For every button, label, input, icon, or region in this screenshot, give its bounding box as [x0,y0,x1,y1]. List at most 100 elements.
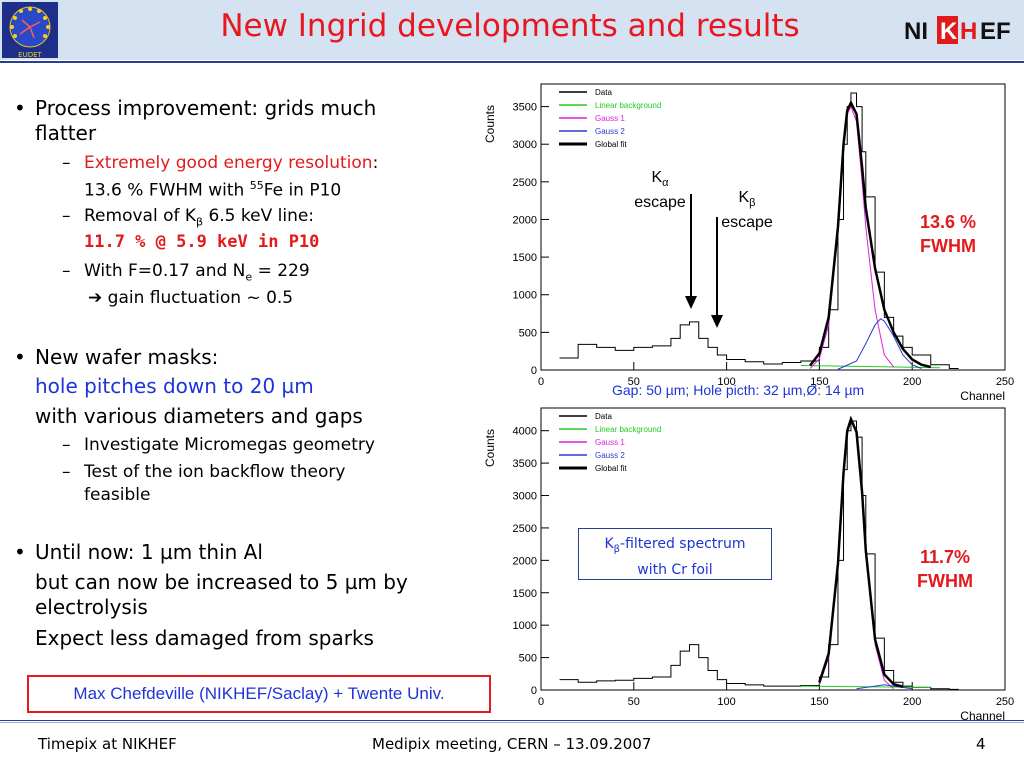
top-legend-label: Data [595,88,612,97]
footer-center: Medipix meeting, CERN – 13.09.2007 [372,735,652,753]
nikhef-logo-part-3: H [960,18,977,45]
ka-symbol: K [651,169,663,186]
top-result-unit: FWHM [920,236,976,256]
bullet-3-line-3: electrolysis [35,595,148,619]
bottom-legend-label: Global fit [595,464,627,473]
arrow-icon: ➔ [88,288,103,308]
nikhef-logo-part-2: K [940,18,958,45]
spectrum-chart-bottom: 0 50 100 150 200 2500500100015002000250030003… [483,407,1014,720]
top-y-tick-label: 3500 [513,102,537,114]
kb-filter-box: Kβ-filtered spectrum with Cr foil [578,528,772,580]
ka-escape-word: escape [634,194,686,212]
footer-rule-secondary [0,722,1024,723]
alpha-subscript: α [662,177,669,190]
fwhm-text: 13.6 % FWHM with [84,180,250,201]
bullet-dot: • [14,345,26,369]
kb-filter-text: -filtered spectrum [620,536,746,552]
footer-rule [0,720,1024,721]
top-legend-label: Gauss 2 [595,127,625,136]
top-series-data [559,92,959,369]
top-x-tick-label: 150 [810,376,828,388]
top-series-gauss-2 [837,318,922,370]
top-legend-label: Global fit [595,140,627,149]
fe-text: Fe in P10 [263,180,342,201]
bottom-x-tick-label: 50 [628,696,640,708]
top-x-tick-label: 0 [538,376,544,388]
header-band [0,0,1024,60]
bullet-3-line-4: Expect less damaged from sparks [35,626,374,650]
top-x-tick-label: 100 [717,376,735,388]
top-series-global-fit [809,99,932,369]
removal-text: Removal of K [84,206,197,226]
top-series-linear-background [800,364,941,369]
bullet-2-line-3: with various diameters and gaps [35,404,363,428]
bottom-y-tick-label: 4000 [513,426,537,438]
top-series-gauss-1 [809,105,895,369]
bottom-result-unit: FWHM [917,571,973,591]
bottom-y-axis-label: Counts [483,429,497,467]
bottom-result-value: 11.7% [919,547,971,567]
top-legend-label: Linear background [595,101,661,110]
sub-item-backflow-2: feasible [84,485,151,505]
resolution-colon: : [372,153,379,173]
top-result-value: 13.6 % [919,212,977,232]
bottom-y-tick-label: 500 [519,653,537,665]
top-y-tick-label: 500 [519,327,537,339]
bottom-legend-label: Data [595,412,612,421]
kb-filter-symbol: K [604,536,614,552]
bottom-legend-label: Gauss 2 [595,451,625,460]
top-y-tick-label: 1500 [513,252,537,264]
kb-escape-word: escape [721,214,773,232]
sub-item-backflow: Test of the ion backflow theory [84,462,346,482]
sub-item-red-result: 11.7 % @ 5.9 keV in P10 [84,232,320,252]
bottom-y-tick-label: 1000 [513,620,537,632]
kb-filter-line2: with Cr foil [637,561,713,578]
bottom-series-data [559,420,959,690]
top-y-axis-label: Counts [483,105,497,143]
sub-dash: – [62,153,71,173]
top-x-axis-label: Channel [960,389,1005,403]
sub-dash: – [62,206,71,226]
beta-subscript: β [196,215,204,229]
nikhef-logo: NI K H EF [900,8,1024,52]
ka-arrow-head [685,296,697,309]
sub-dash: – [62,462,71,482]
bottom-legend-label: Gauss 1 [595,438,625,447]
sub-item-gain: With F=0.17 and Ne = 229 [84,261,310,283]
kb-escape-label: Kβ escape [712,188,782,233]
kb-arrow-head [711,315,723,328]
bullet-1-line-2: flatter [35,121,97,145]
fe-superscript: 55 [249,179,264,192]
bottom-x-tick-label: 200 [903,696,921,708]
bullet-1-line-1: Process improvement: grids much [35,96,377,120]
sub-item-resolution: Extremely good energy resolution: [84,153,378,173]
gap-caption: Gap: 50 µm; Hole picth: 32 µm,Ø: 14 µm [612,382,865,398]
fluctuation-text: gain fluctuation ~ 0.5 [102,288,294,308]
resolution-highlight: Extremely good energy resolution [84,153,373,173]
nikhef-logo-part-4: EF [980,18,1011,45]
bottom-y-tick-label: 2000 [513,555,537,567]
top-x-tick-label: 50 [628,376,640,388]
top-y-tick-label: 0 [531,365,537,377]
kb-symbol: K [738,189,750,206]
bottom-plot-frame [540,407,1006,691]
top-y-tick-label: 2000 [513,214,537,226]
bullet-dot: • [14,96,26,120]
bottom-y-tick-label: 2500 [513,523,537,535]
sub-item-fluctuation: ➔ gain fluctuation ~ 0.5 [88,288,293,308]
bottom-series-gauss-1 [818,419,894,690]
eudet-logo: EUDET [0,0,60,60]
gain-text-2: = 229 [252,261,310,281]
bottom-series-global-fit [818,415,904,688]
slide-title: New Ingrid developments and results [220,8,800,44]
sub-item-removal: Removal of Kβ 6.5 keV line: [84,206,314,228]
bottom-y-tick-label: 3500 [513,458,537,470]
removal-text-2: 6.5 keV line: [203,206,315,226]
bottom-x-tick-label: 0 [538,696,544,708]
bottom-legend-label: Linear background [595,425,661,434]
bottom-y-tick-label: 1500 [513,588,537,600]
bullet-3-line-2: but can now be increased to 5 µm by [35,570,408,594]
top-y-tick-label: 3000 [513,139,537,151]
gain-text: With F=0.17 and N [84,261,246,281]
bullet-dot: • [14,540,26,564]
